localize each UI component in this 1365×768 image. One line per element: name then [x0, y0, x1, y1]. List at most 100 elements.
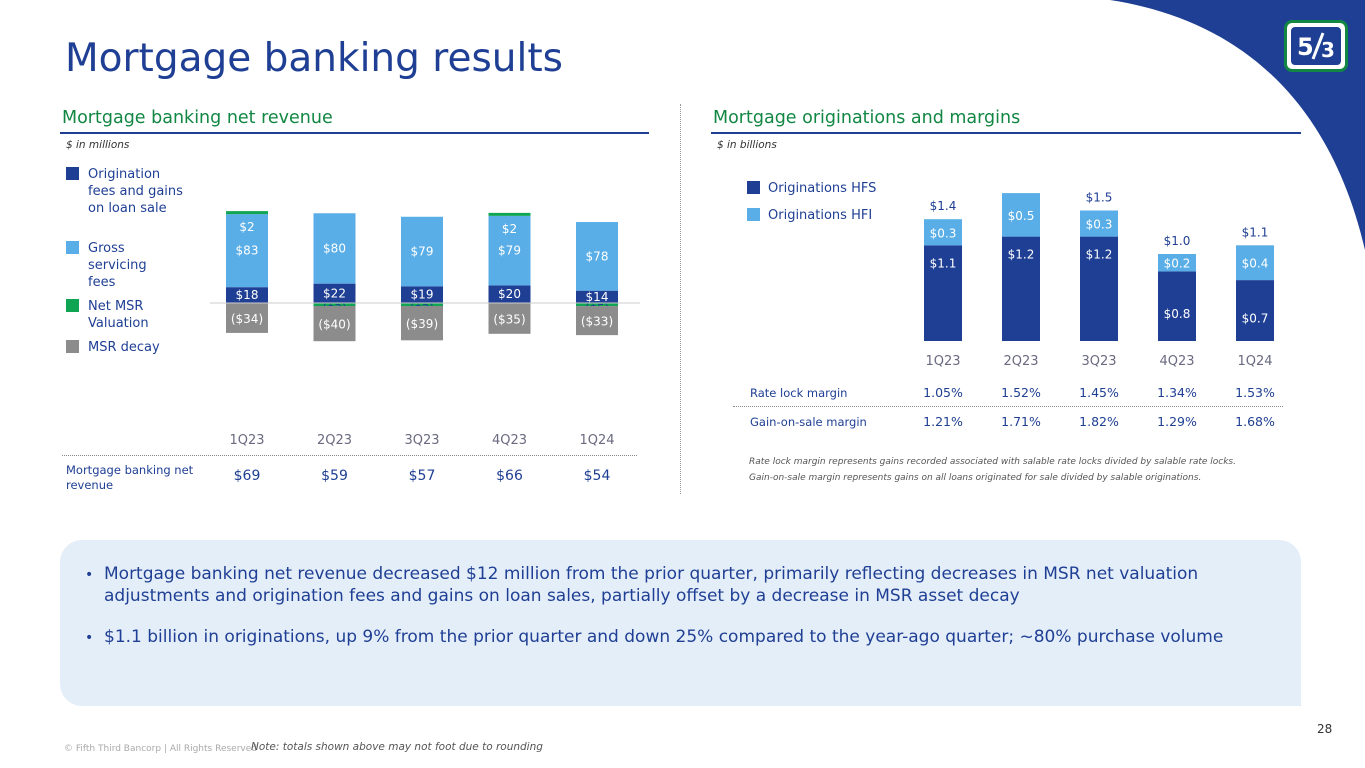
legend-label: Originations HFS [768, 181, 877, 196]
data-label-msr-valuation: $2 [239, 220, 254, 234]
legend-swatch [66, 167, 79, 180]
data-label-origination: $20 [498, 287, 521, 301]
data-label-origination: $14 [586, 290, 609, 304]
left-section-header: Mortgage banking net revenue [62, 108, 333, 128]
left-table-divider [62, 455, 637, 456]
right-table-divider [733, 406, 1283, 407]
data-label-servicing: $78 [586, 249, 609, 263]
rate-lock-value: 1.05% [923, 385, 963, 400]
data-label-msr-decay: ($33) [581, 315, 613, 329]
bar-originations-hfi [924, 219, 962, 246]
legend-swatch [66, 241, 79, 254]
bar-originations-hfi [1236, 245, 1274, 281]
data-label-hfs: $1.2 [1086, 248, 1113, 262]
page-title: Mortgage banking results [65, 36, 563, 81]
bar-servicing [488, 215, 531, 286]
legend-swatch [747, 181, 760, 194]
data-label-hfs: $1.2 [1008, 248, 1035, 262]
data-label-msr-decay: ($35) [493, 312, 525, 326]
data-label-origination: $19 [411, 288, 434, 302]
bar-msr-valuation [401, 303, 443, 306]
bullet-marker: • [85, 567, 94, 583]
bar-msr-valuation [488, 212, 531, 216]
x-tick-label: 1Q23 [925, 354, 960, 369]
total-label: $1.4 [930, 199, 957, 213]
x-tick-label: 3Q23 [404, 433, 439, 448]
data-label-hfs: $0.8 [1164, 307, 1191, 321]
data-label-origination: $18 [236, 288, 259, 302]
x-tick-label: 1Q24 [579, 433, 614, 448]
gain-on-sale-value: 1.21% [923, 414, 963, 429]
rate-lock-value: 1.52% [1001, 385, 1041, 400]
gain-on-sale-value: 1.29% [1157, 414, 1197, 429]
bar-origination [226, 287, 268, 303]
bar-originations-hfs [1236, 280, 1274, 341]
net-revenue-value: $66 [496, 468, 523, 484]
bar-originations-hfi [1080, 210, 1118, 237]
bar-msr-valuation [226, 211, 268, 215]
data-label-msr-decay: ($39) [406, 317, 438, 331]
bar-servicing [576, 222, 618, 291]
svg-text:5: 5 [1297, 33, 1314, 61]
x-tick-label: 1Q23 [229, 433, 264, 448]
x-tick-label: 2Q23 [1003, 354, 1038, 369]
legend-swatch [66, 299, 79, 312]
rate-lock-row-label: Rate lock margin [750, 386, 848, 400]
x-tick-label: 3Q23 [1081, 354, 1116, 369]
net-revenue-value: $54 [583, 468, 611, 484]
page-number: 28 [1317, 722, 1333, 736]
x-tick-label: 2Q23 [317, 433, 352, 448]
data-label-hfs: $1.1 [930, 256, 957, 270]
bar-originations-hfi [1002, 193, 1040, 237]
net-revenue-value: $59 [321, 468, 348, 484]
legend-label: Gross servicing fees [88, 241, 147, 290]
gain-on-sale-value: 1.82% [1079, 414, 1119, 429]
data-label-servicing: $83 [236, 244, 259, 258]
bar-msr-decay [488, 303, 531, 334]
bar-origination [401, 286, 443, 303]
bar-origination [576, 290, 618, 303]
bar-origination [488, 285, 531, 303]
data-label-servicing: $79 [498, 244, 521, 258]
bar-originations-hfs [1158, 271, 1196, 341]
data-label-msr-decay: ($34) [231, 312, 263, 326]
rate-lock-value: 1.45% [1079, 385, 1119, 400]
data-label-hfi: $0.2 [1164, 257, 1191, 271]
summary-bullet-2: $1.1 billion in originations, up 9% from… [104, 627, 1224, 647]
fifth-third-logo: 5 3 [1284, 20, 1348, 72]
bar-servicing [226, 214, 268, 288]
gain-on-sale-value: 1.68% [1235, 414, 1275, 429]
bar-msr-decay [313, 306, 356, 342]
bar-originations-hfs [1080, 236, 1118, 341]
data-label-hfi: $0.4 [1242, 257, 1269, 271]
svg-text:3: 3 [1321, 38, 1335, 62]
summary-box: • Mortgage banking net revenue decreased… [60, 540, 1301, 706]
rate-lock-footnote: Rate lock margin represents gains record… [749, 457, 1236, 467]
bar-servicing [401, 216, 443, 287]
right-section-header: Mortgage originations and margins [713, 108, 1021, 128]
legend-label: Net MSR Valuation [88, 299, 149, 331]
summary-bullet-1: Mortgage banking net revenue decreased $… [104, 564, 1199, 606]
data-label-servicing: $79 [411, 245, 434, 259]
copyright-text: © Fifth Third Bancorp | All Rights Reser… [64, 744, 257, 754]
gain-on-sale-footnote: Gain-on-sale margin represents gains on … [749, 473, 1202, 483]
bar-msr-decay [226, 303, 268, 333]
legend-swatch [66, 340, 79, 353]
net-revenue-value: $69 [233, 468, 261, 484]
x-tick-label: 1Q24 [1237, 354, 1272, 369]
total-label: $1.0 [1164, 234, 1191, 248]
rate-lock-value: 1.53% [1235, 385, 1275, 400]
data-label-hfi: $0.5 [1008, 209, 1035, 223]
legend-label: Origination fees and gains on loan sale [88, 167, 183, 216]
legend-swatch [747, 208, 760, 221]
data-label-hfi: $0.3 [1086, 218, 1113, 232]
data-label-hfi: $0.3 [930, 226, 957, 240]
legend-label: Originations HFI [768, 208, 873, 223]
bar-origination [313, 283, 356, 303]
x-tick-label: 4Q23 [492, 433, 527, 448]
right-section-rule [711, 132, 1301, 134]
bar-originations-hfi [1158, 254, 1196, 272]
legend-label: MSR decay [88, 340, 160, 355]
net-revenue-chart: $18$83$2($34)1Q23$22$80($3)($40)2Q23$19$… [210, 211, 640, 448]
data-label-msr-valuation: $2 [502, 222, 517, 236]
